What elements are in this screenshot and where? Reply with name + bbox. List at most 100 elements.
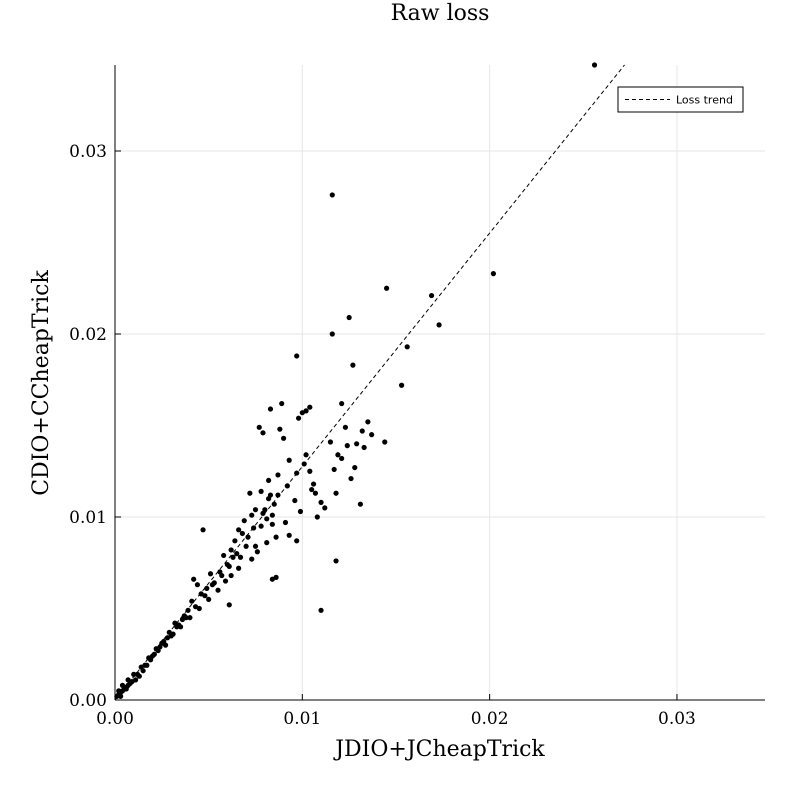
scatter-point bbox=[194, 582, 201, 588]
legend-entry-loss-trend: Loss trend bbox=[676, 94, 733, 107]
legend: Loss trend bbox=[617, 86, 744, 113]
scatter-point bbox=[114, 693, 120, 699]
scatter-point bbox=[318, 607, 324, 613]
y-tick-label: 0.02 bbox=[69, 325, 107, 345]
scatter-point bbox=[116, 688, 122, 694]
scatter-point bbox=[222, 578, 229, 584]
scatter-point bbox=[226, 563, 232, 570]
scatter-point bbox=[294, 470, 300, 476]
scatter-point bbox=[209, 582, 216, 588]
scatter-point bbox=[138, 664, 144, 670]
scatter-point bbox=[237, 554, 244, 560]
scatter-point bbox=[335, 452, 341, 458]
scatter-point bbox=[269, 512, 275, 518]
scatter-point bbox=[245, 534, 251, 540]
scatter-point bbox=[307, 404, 313, 410]
x-tick-label: 0.01 bbox=[283, 709, 321, 729]
scatter-point bbox=[280, 435, 287, 441]
scatter-point bbox=[312, 490, 319, 496]
scatter-point bbox=[174, 624, 180, 630]
scatter-point bbox=[384, 285, 390, 291]
x-tick-label: 0.03 bbox=[658, 709, 696, 729]
scatter-point bbox=[269, 521, 275, 527]
scatter-point bbox=[295, 415, 302, 421]
x-tick-label: 0.00 bbox=[96, 709, 134, 729]
scatter-point bbox=[170, 631, 176, 637]
scatter-point bbox=[234, 551, 240, 557]
scatter-point bbox=[591, 62, 598, 68]
scatter-point bbox=[310, 481, 317, 487]
scatter-point bbox=[254, 549, 260, 555]
scatter-point bbox=[134, 671, 141, 677]
scatter-point bbox=[398, 382, 405, 388]
scatter-point bbox=[314, 514, 320, 520]
scatter-point bbox=[153, 646, 159, 652]
scatter-point bbox=[119, 682, 126, 688]
scatter-point bbox=[286, 532, 292, 538]
scatter-point bbox=[230, 554, 236, 560]
scatter-point bbox=[297, 508, 304, 515]
scatter-point bbox=[275, 492, 281, 498]
scatter-point bbox=[282, 519, 289, 526]
scatter-point bbox=[131, 671, 137, 677]
scatter-point bbox=[359, 428, 365, 434]
scatter-point bbox=[252, 507, 259, 513]
scatter-point bbox=[361, 444, 367, 451]
scatter-point bbox=[125, 677, 131, 683]
scatter-point bbox=[329, 331, 335, 337]
scatter-point bbox=[264, 516, 270, 522]
scatter-point bbox=[303, 452, 309, 458]
scatter-point bbox=[266, 477, 272, 484]
scatter-point bbox=[185, 607, 191, 613]
chart-title: Raw loss bbox=[391, 1, 490, 26]
gridlines bbox=[115, 65, 765, 700]
scatter-point bbox=[284, 483, 290, 489]
scatter-point bbox=[404, 344, 410, 350]
scatter-point bbox=[357, 501, 363, 507]
scatter-point bbox=[273, 574, 279, 580]
scatter-point bbox=[236, 527, 242, 533]
scatter-point bbox=[331, 466, 337, 473]
scatter-point bbox=[243, 543, 249, 549]
scatter-point bbox=[247, 490, 253, 496]
scatter-point bbox=[196, 605, 202, 612]
scatter-point bbox=[286, 457, 292, 463]
scatter-point bbox=[277, 426, 283, 432]
scatter-point bbox=[299, 410, 305, 416]
x-axis-label: JDIO+JCheapTrick bbox=[333, 737, 545, 762]
scatter-point bbox=[260, 510, 266, 516]
scatter-point bbox=[344, 443, 350, 449]
scatter-point bbox=[221, 552, 227, 559]
scatter-point bbox=[428, 292, 435, 299]
scatter-point bbox=[260, 430, 266, 436]
scatter-point bbox=[348, 475, 354, 482]
data-points bbox=[114, 62, 598, 699]
scatter-point bbox=[177, 624, 184, 630]
scatter-point bbox=[228, 572, 234, 579]
scatter-point bbox=[251, 525, 257, 531]
scatter-point bbox=[200, 527, 206, 533]
scatter-point bbox=[249, 556, 255, 562]
scatter-point bbox=[232, 538, 238, 544]
scatter-point bbox=[164, 635, 171, 641]
scatter-point bbox=[292, 497, 298, 504]
scatter-point bbox=[275, 472, 281, 478]
scatter-point bbox=[123, 686, 129, 692]
scatter-point bbox=[202, 593, 208, 599]
scatter-point bbox=[273, 534, 279, 540]
scatter-point bbox=[352, 464, 358, 471]
scatter-point bbox=[327, 439, 334, 445]
scatter-point bbox=[365, 419, 371, 425]
scatter-point bbox=[264, 540, 270, 546]
y-tick-label: 0.01 bbox=[69, 508, 107, 528]
scatter-point bbox=[118, 693, 124, 699]
scatter-point bbox=[258, 488, 264, 494]
scatter-point bbox=[252, 543, 259, 549]
scatter-point bbox=[342, 424, 349, 430]
scatter-point bbox=[309, 486, 315, 493]
y-axis-label: CDIO+CCheapTrick bbox=[29, 270, 54, 496]
scatter-point bbox=[329, 192, 335, 198]
scatter-point bbox=[350, 362, 356, 368]
